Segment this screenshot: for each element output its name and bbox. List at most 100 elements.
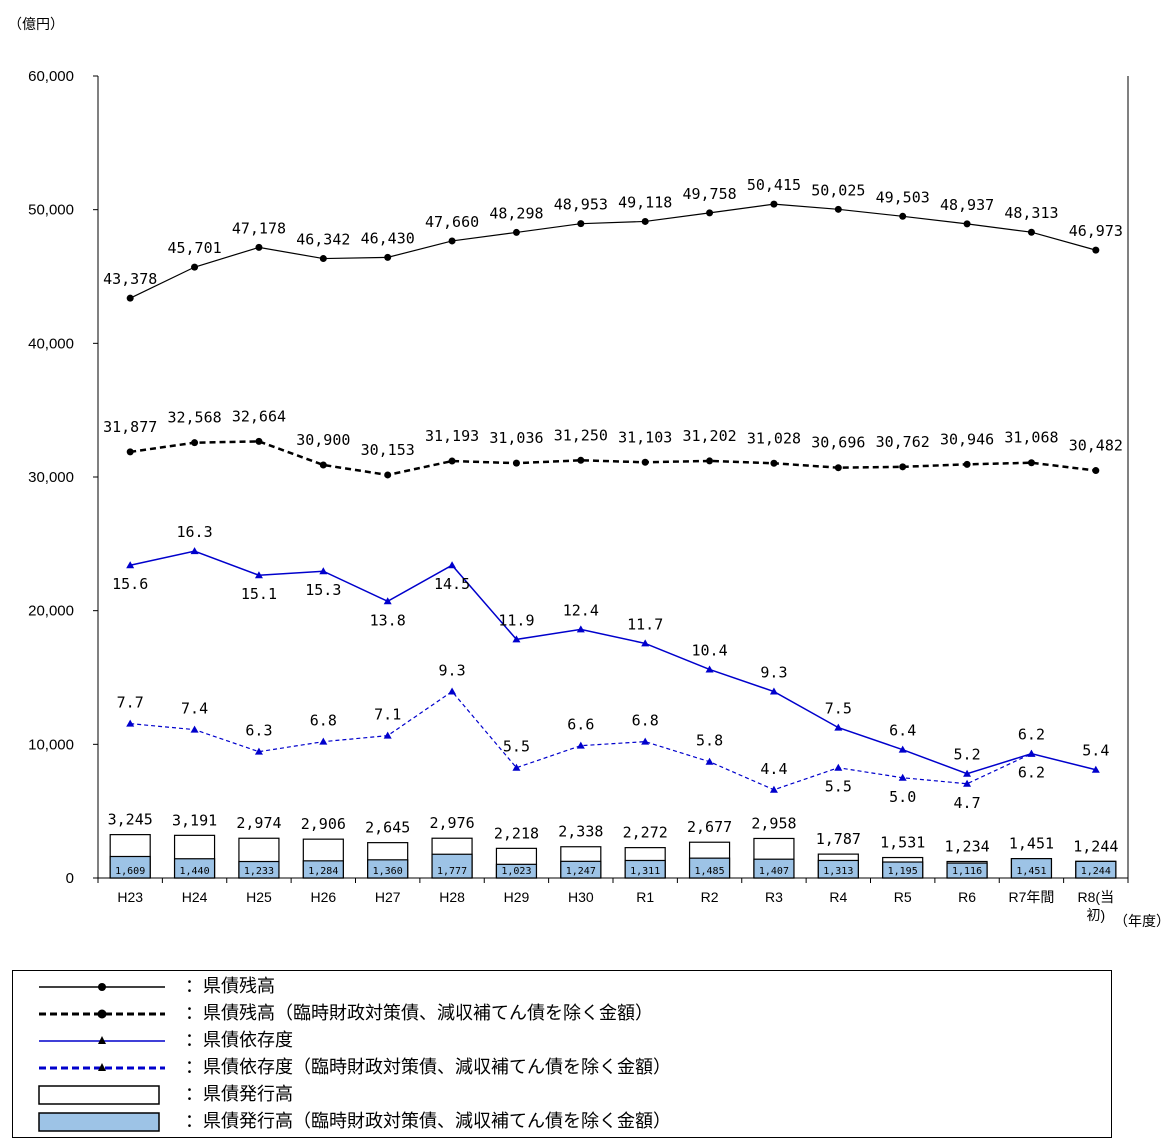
label-balance: 48,953 [554, 196, 608, 214]
label-dependency: 5.4 [1082, 742, 1109, 760]
bar-issuance-excl-label: 1,116 [952, 866, 982, 877]
label-dependency: 7.5 [825, 700, 852, 718]
point-balance-excl [448, 457, 456, 465]
point-balance [834, 205, 842, 213]
x-tick-label: R7年間 [1008, 889, 1054, 905]
legend-label-balance: ：県債残高 [185, 976, 275, 997]
bar-issuance-excl-label: 1,023 [501, 866, 531, 877]
label-balance-excl: 31,250 [554, 426, 608, 444]
label-dependency-excl: 7.7 [117, 694, 144, 712]
label-balance: 48,313 [1004, 204, 1058, 222]
label-dependency-excl: 7.4 [181, 700, 208, 718]
label-balance-excl: 31,068 [1004, 429, 1058, 447]
point-balance [255, 243, 263, 251]
label-dependency-excl: 5.8 [696, 732, 723, 750]
point-dependency [383, 597, 392, 605]
label-dependency-excl: 6.6 [567, 716, 594, 734]
point-dependency-excl [705, 757, 714, 765]
point-balance [384, 253, 392, 261]
point-dependency-excl [898, 773, 907, 781]
y-tick-label: 20,000 [28, 603, 74, 620]
point-dependency [1091, 765, 1100, 773]
legend-label-balance-excl: ：県債残高（臨時財政対策債、減収補てん債を除く金額） [185, 1003, 653, 1024]
label-dependency: 5.2 [954, 746, 981, 764]
bar-issuance-label: 3,245 [108, 811, 153, 829]
label-dependency: 6.2 [1018, 726, 1045, 744]
label-dependency: 11.7 [627, 615, 663, 633]
bar-issuance-label: 3,191 [172, 811, 217, 829]
point-balance-excl [641, 458, 649, 466]
bar-issuance-excl [688, 857, 731, 879]
bar-issuance-excl [624, 859, 666, 879]
point-balance [512, 228, 520, 236]
label-dependency-excl: 4.7 [954, 794, 981, 812]
label-dependency-excl: 6.3 [245, 722, 272, 740]
label-balance-excl: 32,664 [232, 407, 286, 425]
bar-issuance-excl [882, 861, 924, 879]
legend-label-dependency: ：県債依存度 [185, 1030, 293, 1051]
bar-issuance-excl [173, 858, 216, 879]
label-balance: 45,701 [167, 239, 221, 257]
point-balance-excl [834, 464, 842, 472]
label-balance-excl: 31,036 [489, 429, 543, 447]
bar-issuance-excl-label: 1,195 [888, 866, 918, 877]
label-balance-excl: 31,193 [425, 427, 479, 445]
point-dependency [576, 625, 585, 633]
point-dependency-excl [576, 741, 585, 749]
bar-issuance-label: 2,976 [429, 814, 474, 832]
point-dependency [898, 745, 907, 753]
y-tick-label: 0 [66, 870, 74, 887]
y-axis-unit-label: （億円） [8, 17, 64, 33]
legend: ：県債残高 ：県債残高（臨時財政対策債、減収補てん債を除く金額） ：県債依存度 … [12, 970, 1112, 1138]
label-dependency-excl: 9.3 [439, 662, 466, 680]
bar-issuance-excl [1075, 860, 1117, 879]
bond-chart: 0 10,000 20,000 30,000 40,000 50,000 60,000 H23… [28, 68, 1170, 929]
label-dependency: 15.1 [241, 585, 277, 603]
label-balance-excl: 30,900 [296, 431, 350, 449]
label-dependency: 11.9 [498, 611, 534, 629]
point-dependency-excl [254, 747, 263, 755]
point-dependency-excl [1027, 749, 1036, 757]
point-balance-excl [577, 456, 585, 464]
point-balance-excl [899, 463, 907, 471]
point-balance-excl [963, 460, 971, 468]
x-tick-label: R8(当 [1078, 889, 1115, 905]
y-tick-label: 50,000 [28, 202, 74, 219]
x-tick-label: R3 [765, 889, 783, 905]
label-balance: 43,378 [103, 270, 157, 288]
point-balance-excl [1092, 467, 1100, 475]
bar-issuance-label: 2,906 [301, 815, 346, 833]
label-dependency-excl: 4.4 [760, 760, 787, 778]
y-tick-label: 60,000 [28, 68, 74, 85]
label-balance-excl: 30,153 [361, 441, 415, 459]
x-tick-label: H25 [246, 889, 272, 905]
point-balance [1092, 246, 1100, 254]
bar-issuance-excl [753, 858, 795, 879]
point-balance-excl [706, 457, 714, 465]
label-dependency-excl: 6.8 [632, 712, 659, 730]
bar-issuance-excl [367, 859, 409, 879]
label-dependency-excl: 5.0 [889, 788, 916, 806]
label-balance-excl: 31,103 [618, 428, 672, 446]
line-balance [129, 203, 1096, 299]
y-tick-label: 10,000 [28, 736, 74, 753]
point-dependency-excl [769, 785, 778, 793]
bar-issuance-excl-label: 1,247 [566, 866, 596, 877]
legend-label-issuance: ：県債発行高 [185, 1084, 293, 1105]
point-balance-excl [191, 439, 199, 447]
point-balance-excl [384, 471, 392, 479]
point-balance [706, 209, 714, 217]
label-balance: 47,660 [425, 213, 479, 231]
label-balance-excl: 30,482 [1069, 437, 1123, 455]
bar-issuance-excl-label: 1,440 [180, 866, 210, 877]
point-dependency [126, 561, 135, 569]
bar-issuance-label: 2,958 [751, 814, 796, 832]
point-balance [448, 237, 456, 245]
point-balance-excl [1027, 459, 1035, 467]
bar-issuance-excl [238, 860, 280, 879]
label-dependency: 15.6 [112, 575, 148, 593]
bar-issuance-excl [560, 860, 602, 879]
y-tick-label: 40,000 [28, 335, 74, 352]
x-tick-label: H30 [568, 889, 594, 905]
point-balance-excl [255, 437, 263, 445]
